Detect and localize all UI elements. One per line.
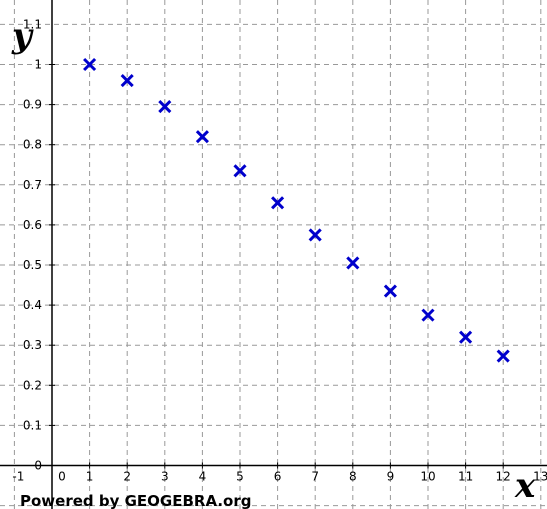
x-tick-label: 6 — [274, 470, 282, 484]
x-tick-label: 3 — [161, 470, 169, 484]
data-point — [308, 228, 322, 242]
x-tick-label: 4 — [199, 470, 207, 484]
data-point — [459, 330, 473, 344]
x-tick-label: -1 — [12, 470, 24, 484]
data-point — [83, 57, 97, 72]
y-tick-label: 0.9 — [23, 98, 42, 112]
y-tick-label: 0.5 — [23, 258, 42, 272]
data-point — [421, 308, 435, 322]
x-tick-label: 5 — [236, 470, 244, 484]
x-tick-label: 7 — [311, 470, 319, 484]
data-point — [271, 196, 285, 210]
y-tick-label: 0.3 — [23, 338, 42, 352]
data-point — [158, 100, 172, 114]
y-tick-label: 0 — [34, 459, 42, 473]
x-tick-label: 12 — [496, 470, 511, 484]
x-tick-label: 0 — [58, 470, 66, 484]
y-tick-label: 1 — [34, 58, 42, 72]
y-tick-labels: 0 0.1 0.2 0.3 0.4 0.5 0.6 0.7 0.8 0.9 1 1.1 — [23, 17, 42, 472]
data-point — [233, 164, 247, 178]
data-point — [346, 256, 360, 270]
y-tick-label: 1.1 — [23, 17, 42, 31]
y-tick-label: 0.8 — [23, 138, 42, 152]
data-points — [83, 57, 510, 363]
x-tick-label: 9 — [387, 470, 395, 484]
x-tick-label: 13 — [533, 470, 547, 484]
y-tick-label: 0.4 — [23, 298, 42, 312]
y-tick-label: 0.2 — [23, 378, 42, 392]
y-tick-label: 0.1 — [23, 418, 42, 432]
x-tick-labels: 0 1 2 3 4 5 6 7 8 9 10 11 12 13-1 — [12, 470, 547, 484]
x-tick-label: 10 — [420, 470, 435, 484]
y-tick-label: 0.7 — [23, 178, 42, 192]
data-point — [496, 349, 510, 363]
x-tick-label: 8 — [349, 470, 357, 484]
x-tick-label: 1 — [86, 470, 94, 484]
x-axis-title: x — [514, 466, 536, 506]
y-axis-title: y — [11, 16, 34, 56]
x-tick-label: 2 — [123, 470, 131, 484]
y-tick-label: 0.6 — [23, 218, 42, 232]
data-point — [195, 130, 209, 144]
data-point — [120, 73, 134, 88]
geogebra-credit: Powered by GEOGEBRA.org — [20, 492, 251, 509]
x-tick-label: 11 — [458, 470, 473, 484]
data-point — [383, 284, 397, 298]
